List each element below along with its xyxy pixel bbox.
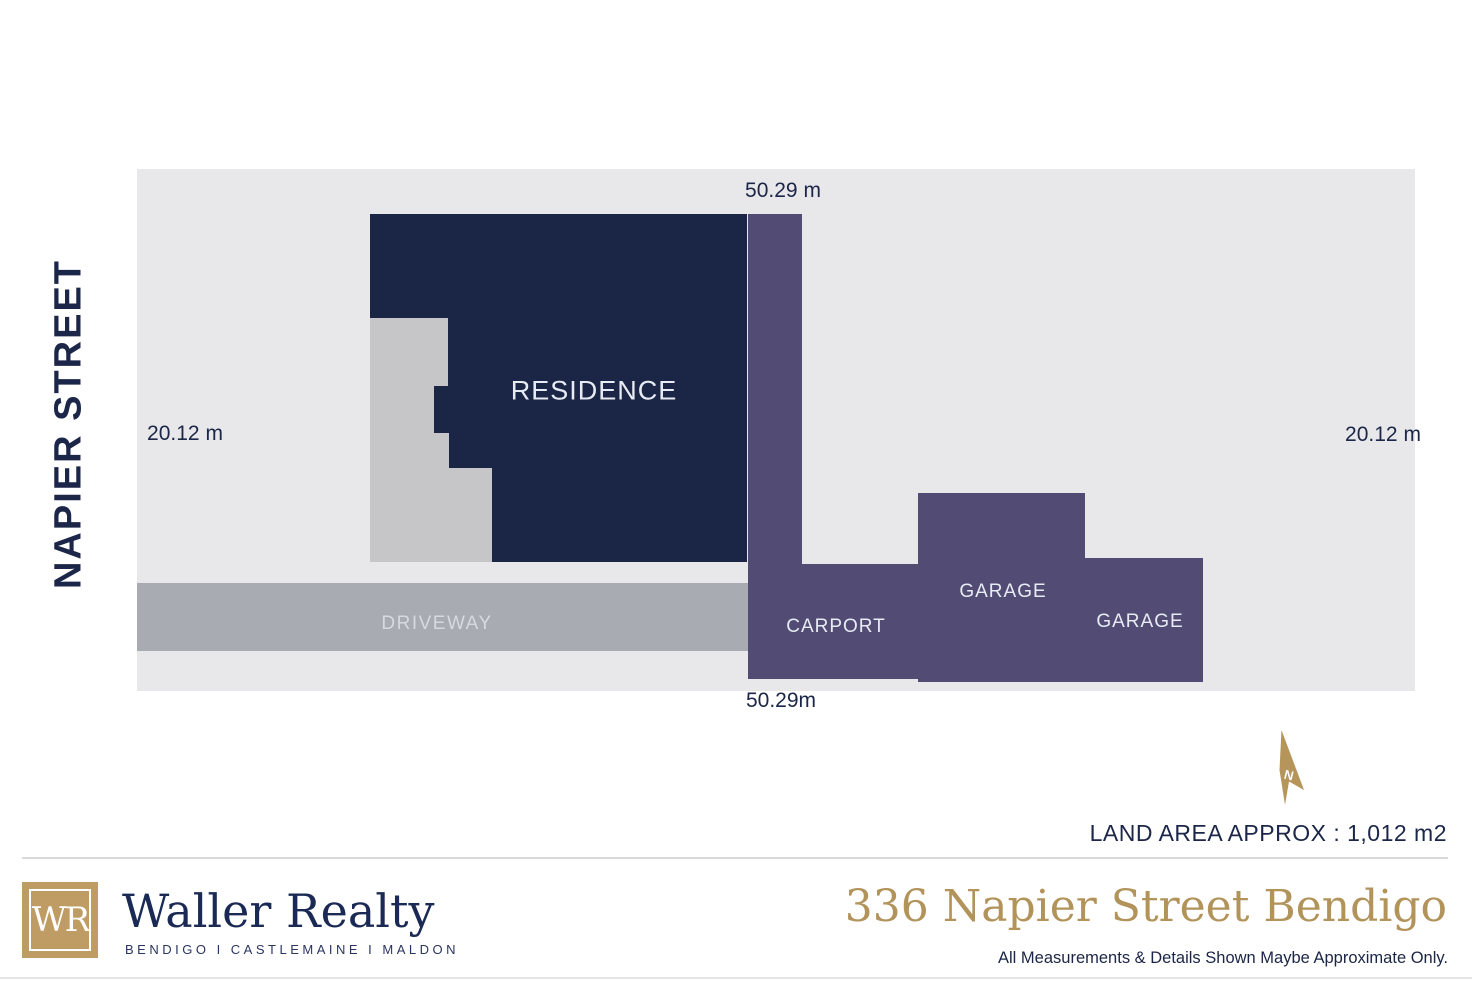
garage-rear-label: GARAGE [959, 581, 1047, 602]
agency-locations: BENDIGO I CASTLEMAINE I MALDON [125, 942, 459, 957]
property-address: 336 Napier Street Bendigo [844, 881, 1447, 932]
residence-label: RESIDENCE [510, 375, 678, 406]
agency-logo: WR [22, 882, 98, 958]
dimension-bottom: 50.29m [745, 689, 817, 712]
dimension-right: 20.12 m [1345, 423, 1421, 446]
driveway-strip [137, 583, 748, 651]
carport-label: CARPORT [786, 616, 886, 637]
footer-divider [22, 857, 1448, 859]
measurements-disclaimer: All Measurements & Details Shown Maybe A… [998, 949, 1448, 967]
agency-name: Waller Realty [122, 884, 435, 938]
land-area-note: LAND AREA APPROX : 1,012 m2 [1089, 820, 1447, 846]
north-letter: N [1282, 767, 1295, 784]
driveway-label: DRIVEWAY [381, 613, 493, 634]
logo-inner-border [29, 889, 91, 951]
carport-footprint [748, 564, 918, 679]
garage-side-footprint [1085, 558, 1203, 682]
garage-side-label: GARAGE [1096, 611, 1184, 632]
dimension-left: 20.12 m [147, 422, 223, 445]
garage-rear-footprint [918, 493, 1085, 682]
page-bottom-rule [0, 977, 1472, 979]
logo-monogram: WR [31, 900, 91, 940]
street-name-label: NAPIER STREET [47, 258, 90, 590]
north-arrow-icon: N [1272, 724, 1312, 810]
dimension-top: 50.29 m [745, 179, 821, 202]
